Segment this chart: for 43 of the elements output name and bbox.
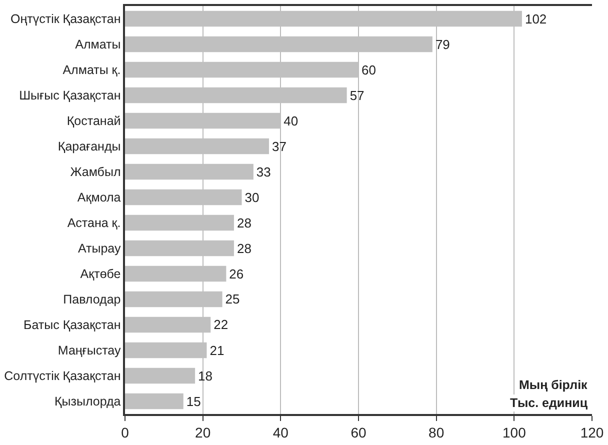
y-tick-label: Оңтүстік Қазақстан	[10, 12, 121, 26]
annotation: Тыс. единиц	[510, 396, 588, 410]
y-tick-label: Павлодар	[63, 292, 121, 307]
y-tick-label: Алматы қ.	[62, 63, 121, 78]
y-tick-label: Маңғыстау	[58, 344, 122, 358]
y-tick-label: Қызылорда	[54, 394, 121, 409]
data-label: 28	[236, 215, 252, 230]
data-label: 25	[225, 292, 240, 307]
y-tick-label: Солтүстік Қазақстан	[4, 369, 121, 384]
y-tick-label: Атырау	[78, 242, 122, 256]
y-tick-label: Қостанай	[66, 114, 121, 128]
y-tick-label: Алматы	[75, 38, 121, 52]
annotation: Мың бірлік	[519, 378, 588, 392]
x-tick-label: 120	[580, 424, 604, 441]
x-tick-label: 100	[502, 424, 526, 441]
bar	[125, 368, 196, 384]
data-label: 37	[272, 138, 286, 154]
x-tick-label: 20	[195, 424, 211, 441]
data-label: 30	[244, 190, 260, 205]
data-label: 33	[256, 164, 271, 180]
data-label: 57	[350, 88, 364, 103]
y-tick-label: Жамбыл	[70, 165, 121, 180]
data-label: 40	[284, 113, 298, 128]
x-tick-label: 80	[428, 424, 444, 441]
data-label: 79	[435, 36, 450, 52]
x-tick-label: 60	[350, 424, 366, 441]
data-label: 26	[229, 266, 244, 282]
bar	[125, 393, 184, 410]
data-label: 21	[210, 342, 224, 358]
x-tick-label: 0	[121, 424, 130, 441]
y-tick-label: Шығыс Қазақстан	[19, 88, 121, 103]
y-tick-label: Қарағанды	[58, 140, 121, 154]
data-label: 60	[362, 62, 376, 78]
data-label: 102	[524, 11, 547, 26]
data-label: 22	[214, 317, 228, 332]
y-tick-label: Ақтөбе	[80, 267, 121, 282]
data-label: 28	[236, 240, 252, 256]
data-label: 18	[198, 368, 213, 384]
x-tick-label: 40	[272, 424, 289, 441]
data-label: 15	[186, 394, 201, 409]
y-tick-label: Батыс Қазақстан	[24, 318, 121, 332]
y-tick-label: Астана қ.	[67, 216, 121, 230]
y-tick-label: Ақмола	[77, 190, 121, 205]
